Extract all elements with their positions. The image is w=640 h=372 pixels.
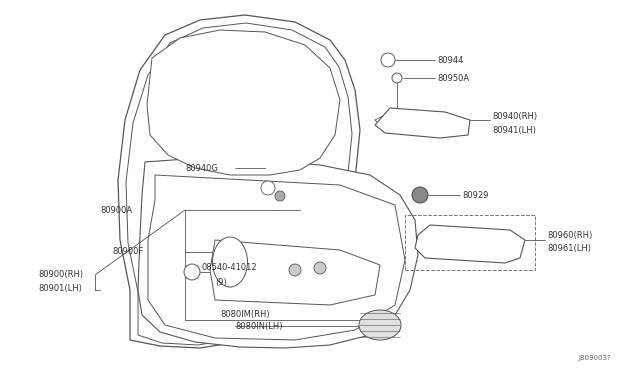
Text: J809003?: J809003?: [578, 355, 611, 361]
Text: 80960(RH): 80960(RH): [547, 231, 592, 240]
Ellipse shape: [359, 310, 401, 340]
Circle shape: [381, 53, 395, 67]
Polygon shape: [118, 15, 360, 348]
Text: 80941(LH): 80941(LH): [492, 125, 536, 135]
Text: 08540-41012: 08540-41012: [202, 263, 258, 273]
Text: 80901(LH): 80901(LH): [38, 283, 82, 292]
Text: 80961(LH): 80961(LH): [547, 244, 591, 253]
Text: 80900(RH): 80900(RH): [38, 270, 83, 279]
Ellipse shape: [212, 237, 248, 287]
Polygon shape: [210, 240, 380, 305]
Text: 8080lN(LH): 8080lN(LH): [235, 321, 282, 330]
Circle shape: [289, 264, 301, 276]
Text: 80940(RH): 80940(RH): [492, 112, 537, 121]
Text: 80929: 80929: [462, 190, 488, 199]
Text: 80940G: 80940G: [185, 164, 218, 173]
Text: 80944: 80944: [437, 55, 463, 64]
Text: 80950A: 80950A: [437, 74, 469, 83]
Text: (9): (9): [215, 278, 227, 286]
Polygon shape: [375, 108, 470, 138]
Bar: [405, 215, 535, 270]
Polygon shape: [138, 158, 418, 348]
Circle shape: [275, 191, 285, 201]
Circle shape: [412, 187, 428, 203]
Circle shape: [261, 181, 275, 195]
Polygon shape: [415, 225, 525, 263]
Circle shape: [184, 264, 200, 280]
Text: 80900F: 80900F: [112, 247, 143, 257]
Text: S: S: [190, 269, 194, 275]
Text: 80900A: 80900A: [100, 205, 132, 215]
Text: 8080lM(RH): 8080lM(RH): [220, 310, 269, 318]
Circle shape: [392, 73, 402, 83]
Circle shape: [314, 262, 326, 274]
Polygon shape: [147, 30, 340, 175]
